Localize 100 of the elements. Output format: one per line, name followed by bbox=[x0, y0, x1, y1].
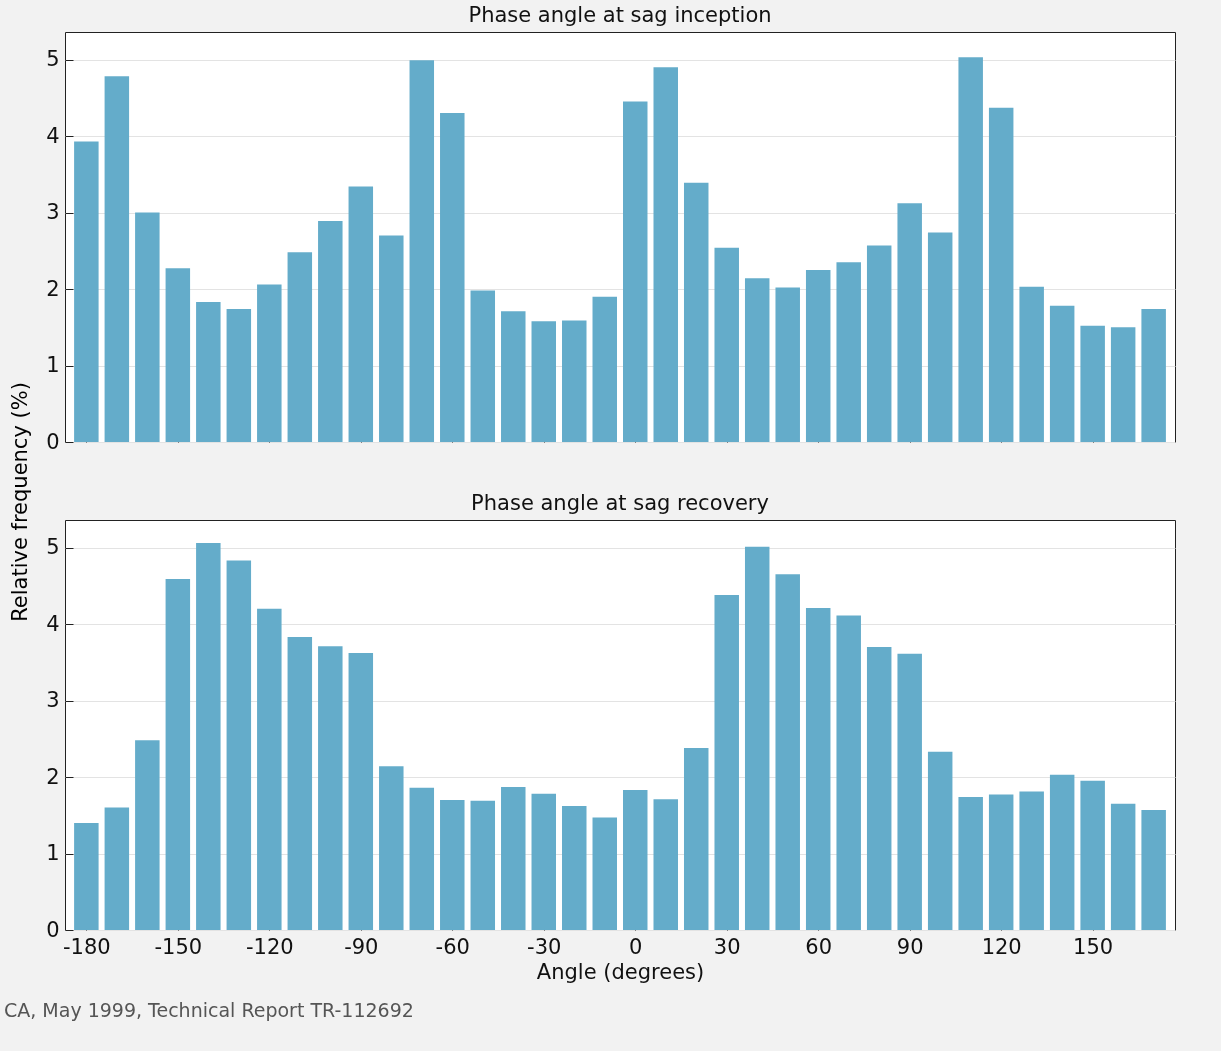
bar bbox=[104, 807, 130, 930]
bar bbox=[744, 278, 770, 442]
y-tick-label: 2 bbox=[46, 276, 60, 301]
bar bbox=[866, 245, 892, 442]
x-tick-label: -150 bbox=[154, 934, 203, 959]
x-tick-label: -90 bbox=[344, 934, 379, 959]
bar bbox=[196, 302, 221, 442]
x-tick-label: 120 bbox=[981, 934, 1022, 959]
bar bbox=[683, 182, 709, 442]
bar bbox=[897, 203, 922, 442]
bar bbox=[866, 646, 892, 930]
y-tick-label: 0 bbox=[46, 917, 60, 942]
bar bbox=[287, 252, 313, 442]
bar bbox=[1080, 325, 1105, 442]
bar bbox=[805, 607, 831, 930]
bar bbox=[623, 101, 648, 442]
y-tick-label: 1 bbox=[46, 841, 60, 866]
bar bbox=[74, 141, 99, 442]
y-tick-label: 0 bbox=[46, 429, 60, 454]
bar bbox=[623, 790, 648, 930]
bar bbox=[104, 76, 130, 442]
bar bbox=[562, 806, 587, 930]
bar bbox=[927, 751, 953, 930]
bar bbox=[927, 232, 953, 442]
bar bbox=[409, 787, 435, 930]
bar bbox=[562, 320, 587, 442]
bar bbox=[531, 793, 557, 930]
text: CA, May 1999, Technical Report TR-112692 bbox=[3, 999, 415, 1021]
bar bbox=[135, 740, 160, 930]
bar bbox=[1019, 791, 1044, 930]
bar bbox=[470, 290, 496, 442]
bar bbox=[958, 796, 983, 930]
x-tick-label: -30 bbox=[527, 934, 562, 959]
bar bbox=[318, 220, 343, 442]
y-tick-label: 4 bbox=[46, 123, 60, 148]
bar bbox=[74, 822, 99, 930]
bar bbox=[1110, 327, 1136, 442]
bar bbox=[165, 268, 191, 442]
bar bbox=[592, 296, 617, 442]
x-tick-label: 90 bbox=[896, 934, 924, 959]
bar bbox=[714, 247, 739, 442]
bar bbox=[257, 608, 282, 930]
bar bbox=[1049, 774, 1075, 930]
bar bbox=[257, 284, 282, 442]
x-axis-title: Angle (degrees) bbox=[536, 959, 705, 984]
chart-title: Phase angle at sag inception bbox=[468, 3, 772, 27]
bar bbox=[226, 308, 252, 442]
bar bbox=[653, 799, 678, 930]
y-tick-label: 4 bbox=[46, 611, 60, 636]
bar bbox=[653, 67, 678, 442]
x-tick-label: 0 bbox=[629, 934, 643, 959]
bar bbox=[1141, 308, 1166, 442]
bar bbox=[379, 766, 404, 930]
bar bbox=[836, 262, 861, 442]
y-tick-label: 3 bbox=[46, 200, 60, 225]
x-tick-label: -120 bbox=[245, 934, 294, 959]
bar bbox=[744, 546, 770, 930]
x-tick-label: -180 bbox=[63, 934, 111, 959]
bar bbox=[683, 747, 709, 930]
bar bbox=[348, 186, 374, 442]
bar bbox=[988, 794, 1014, 930]
y-tick-label: 1 bbox=[46, 353, 60, 378]
bar bbox=[1141, 809, 1166, 930]
bar bbox=[531, 321, 557, 442]
bar bbox=[287, 637, 313, 930]
bar bbox=[1080, 780, 1105, 930]
bar bbox=[440, 113, 465, 442]
bar bbox=[714, 594, 739, 930]
x-tick-label: -60 bbox=[435, 934, 470, 959]
x-tick-label: 30 bbox=[713, 934, 741, 959]
bar bbox=[501, 311, 526, 442]
bar bbox=[988, 107, 1014, 442]
x-tick-label: 150 bbox=[1073, 934, 1114, 959]
y-tick-label: 2 bbox=[46, 764, 60, 789]
bar bbox=[196, 542, 221, 930]
bar bbox=[592, 817, 617, 930]
bar bbox=[836, 615, 861, 930]
bar bbox=[135, 212, 160, 442]
bar bbox=[226, 560, 252, 930]
bar bbox=[775, 574, 800, 930]
bar bbox=[1110, 803, 1136, 930]
bar bbox=[470, 800, 496, 930]
chart-title: Phase angle at sag recovery bbox=[471, 491, 769, 515]
bar bbox=[897, 653, 922, 930]
y-axis-title: Relative frequency (%) bbox=[8, 381, 32, 622]
bar bbox=[501, 786, 526, 930]
x-tick-label: 60 bbox=[805, 934, 833, 959]
bar bbox=[409, 60, 435, 442]
bar bbox=[775, 287, 800, 442]
y-tick-label: 5 bbox=[46, 47, 60, 72]
bar bbox=[165, 578, 191, 930]
bar bbox=[1049, 305, 1075, 442]
bar bbox=[805, 269, 831, 442]
bar bbox=[348, 653, 374, 930]
bar bbox=[440, 799, 465, 930]
bar bbox=[318, 646, 343, 930]
y-tick-label: 5 bbox=[46, 535, 60, 560]
bar bbox=[379, 235, 404, 442]
bar bbox=[958, 57, 983, 442]
bar bbox=[1019, 286, 1044, 442]
